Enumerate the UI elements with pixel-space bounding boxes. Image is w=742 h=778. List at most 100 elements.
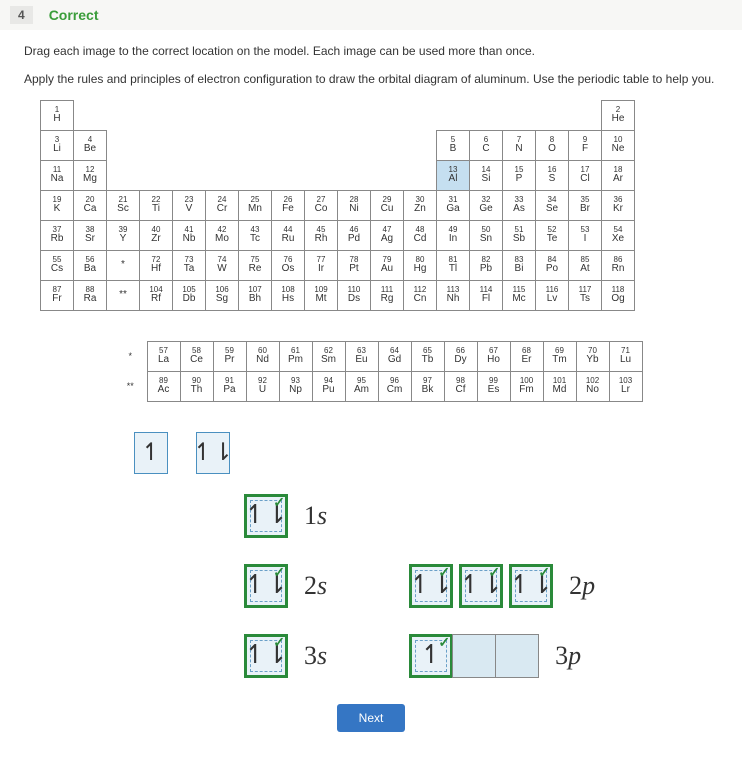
- element-Rb: 37Rb: [41, 221, 74, 251]
- element-In: 49In: [437, 221, 470, 251]
- element-Ho: 67Ho: [477, 342, 510, 372]
- element-Ar: 18Ar: [602, 161, 635, 191]
- element-Fl: 114Fl: [470, 281, 503, 311]
- element-Sr: 38Sr: [74, 221, 107, 251]
- element-Nb: 41Nb: [173, 221, 206, 251]
- element-Tb: 65Tb: [411, 342, 444, 372]
- element-H: 1H: [41, 101, 74, 131]
- orbital-box[interactable]: ↿⇂✓: [244, 494, 288, 538]
- element-Pb: 82Pb: [470, 251, 503, 281]
- element-Ag: 47Ag: [371, 221, 404, 251]
- element-*: *: [107, 251, 140, 281]
- element-Mg: 12Mg: [74, 161, 107, 191]
- element-Rf: 104Rf: [140, 281, 173, 311]
- orbital-box[interactable]: ↿✓: [409, 634, 453, 678]
- element-Ta: 73Ta: [173, 251, 206, 281]
- element-Md: 101Md: [543, 372, 576, 402]
- element-Ga: 31Ga: [437, 191, 470, 221]
- element-Zr: 40Zr: [140, 221, 173, 251]
- element-Lr: 103Lr: [609, 372, 642, 402]
- element-Ti: 22Ti: [140, 191, 173, 221]
- element-Kr: 36Kr: [602, 191, 635, 221]
- element-La: 57La: [147, 342, 180, 372]
- element-Yb: 70Yb: [576, 342, 609, 372]
- element-Se: 34Se: [536, 191, 569, 221]
- orbital-label: 2s: [304, 571, 327, 601]
- element-Te: 52Te: [536, 221, 569, 251]
- orbital-box[interactable]: ↿⇂✓: [244, 634, 288, 678]
- orbital-label: 3p: [555, 641, 581, 671]
- element-Ru: 44Ru: [272, 221, 305, 251]
- periodic-table: 1H2He3Li4Be5B6C7N8O9F10Ne11Na12Mg13Al14S…: [40, 100, 635, 311]
- element-Cn: 112Cn: [404, 281, 437, 311]
- element-Ce: 58Ce: [180, 342, 213, 372]
- orbital-box[interactable]: ↿⇂✓: [459, 564, 503, 608]
- element-Rh: 45Rh: [305, 221, 338, 251]
- orbital-box[interactable]: ↿⇂✓: [409, 564, 453, 608]
- orbital-label: 2p: [569, 571, 595, 601]
- element-F: 9F: [569, 131, 602, 161]
- token-up-arrow[interactable]: ↿: [134, 432, 168, 474]
- element-B: 5B: [437, 131, 470, 161]
- element-Hs: 108Hs: [272, 281, 305, 311]
- element-Zn: 30Zn: [404, 191, 437, 221]
- element-Lu: 71Lu: [609, 342, 642, 372]
- element-Mn: 25Mn: [239, 191, 272, 221]
- element-Co: 27Co: [305, 191, 338, 221]
- drag-token-tray: ↿ ↿⇂: [134, 432, 718, 474]
- element-Mo: 42Mo: [206, 221, 239, 251]
- orbital-box[interactable]: ↿⇂✓: [244, 564, 288, 608]
- element-Al: 13Al: [437, 161, 470, 191]
- element-Cd: 48Cd: [404, 221, 437, 251]
- element-**: **: [107, 281, 140, 311]
- orbital-box[interactable]: [495, 634, 539, 678]
- element-Ca: 20Ca: [74, 191, 107, 221]
- element-Ts: 117Ts: [569, 281, 602, 311]
- token-pair-arrows[interactable]: ↿⇂: [196, 432, 230, 474]
- element-Pu: 94Pu: [312, 372, 345, 402]
- element-Fr: 87Fr: [41, 281, 74, 311]
- element-Rg: 111Rg: [371, 281, 404, 311]
- element-Hf: 72Hf: [140, 251, 173, 281]
- element-Re: 75Re: [239, 251, 272, 281]
- element-Ge: 32Ge: [470, 191, 503, 221]
- element-Na: 11Na: [41, 161, 74, 191]
- element-Sn: 50Sn: [470, 221, 503, 251]
- element-V: 23V: [173, 191, 206, 221]
- element-Sc: 21Sc: [107, 191, 140, 221]
- element-Db: 105Db: [173, 281, 206, 311]
- element-As: 33As: [503, 191, 536, 221]
- element-W: 74W: [206, 251, 239, 281]
- element-Hg: 80Hg: [404, 251, 437, 281]
- element-Po: 84Po: [536, 251, 569, 281]
- element-Tc: 43Tc: [239, 221, 272, 251]
- element-Gd: 64Gd: [378, 342, 411, 372]
- element-Sm: 62Sm: [312, 342, 345, 372]
- element-Np: 93Np: [279, 372, 312, 402]
- element-Ne: 10Ne: [602, 131, 635, 161]
- orbital-box[interactable]: ↿⇂✓: [509, 564, 553, 608]
- status-label: Correct: [49, 7, 99, 23]
- next-button[interactable]: Next: [337, 704, 406, 732]
- element-Rn: 86Rn: [602, 251, 635, 281]
- element-Og: 118Og: [602, 281, 635, 311]
- orbital-label: 3s: [304, 641, 327, 671]
- element-Br: 35Br: [569, 191, 602, 221]
- element-Cr: 24Cr: [206, 191, 239, 221]
- element-Pm: 61Pm: [279, 342, 312, 372]
- element-Cs: 55Cs: [41, 251, 74, 281]
- element-Os: 76Os: [272, 251, 305, 281]
- element-He: 2He: [602, 101, 635, 131]
- question-body: Drag each image to the correct location …: [0, 30, 742, 758]
- element-Ir: 77Ir: [305, 251, 338, 281]
- element-Eu: 63Eu: [345, 342, 378, 372]
- element-Pr: 59Pr: [213, 342, 246, 372]
- element-Ra: 88Ra: [74, 281, 107, 311]
- element-Nh: 113Nh: [437, 281, 470, 311]
- element-C: 6C: [470, 131, 503, 161]
- element-I: 53I: [569, 221, 602, 251]
- element-Fe: 26Fe: [272, 191, 305, 221]
- question-header: 4 Correct: [0, 0, 742, 30]
- element-Ds: 110Ds: [338, 281, 371, 311]
- orbital-box[interactable]: [452, 634, 496, 678]
